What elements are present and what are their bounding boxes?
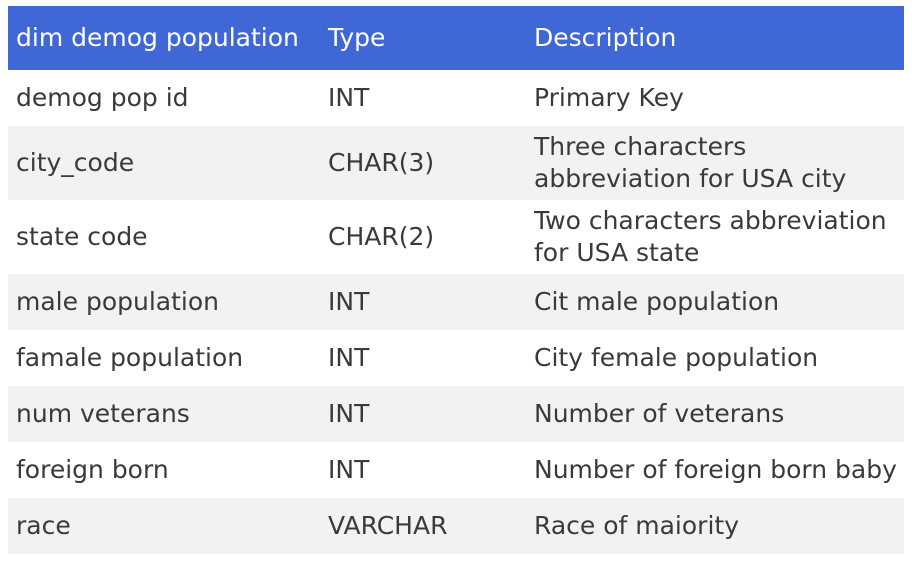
field-description-cell: City female population bbox=[534, 343, 819, 372]
field-type-cell: INT bbox=[328, 343, 370, 372]
field-name-cell: num veterans bbox=[16, 399, 190, 428]
field-type-cell: INT bbox=[328, 455, 370, 484]
field-type-cell: INT bbox=[328, 399, 370, 428]
table-row: race VARCHAR Race of maiority bbox=[8, 498, 904, 554]
table-row: foreign born INT Number of foreign born … bbox=[8, 442, 904, 498]
table-row: city_code CHAR(3) Three characters abbre… bbox=[8, 126, 904, 200]
field-description-cell: Two characters abbreviation for USA stat… bbox=[534, 206, 887, 267]
field-name-cell: famale population bbox=[16, 343, 244, 372]
table-row: num veterans INT Number of veterans bbox=[8, 386, 904, 442]
field-name-cell: race bbox=[16, 511, 71, 540]
table-row: demog pop id INT Primary Key bbox=[8, 70, 904, 126]
field-name-cell: foreign born bbox=[16, 455, 169, 484]
field-description-cell: Number of foreign born baby bbox=[534, 455, 897, 484]
field-name-cell: city_code bbox=[16, 148, 135, 177]
field-type-cell: CHAR(2) bbox=[328, 222, 435, 251]
field-type-cell: CHAR(3) bbox=[328, 148, 435, 177]
field-description-cell: Cit male population bbox=[534, 287, 780, 316]
column-header-type: Type bbox=[328, 23, 386, 52]
schema-table: dim demog population Type Description de… bbox=[8, 6, 904, 554]
field-description-cell: Number of veterans bbox=[534, 399, 785, 428]
field-description-cell: Three characters abbreviation for USA ci… bbox=[534, 132, 847, 193]
table-row: famale population INT City female popula… bbox=[8, 330, 904, 386]
field-name-cell: male population bbox=[16, 287, 219, 316]
field-type-cell: VARCHAR bbox=[328, 511, 448, 540]
field-name-cell: state code bbox=[16, 222, 148, 251]
field-description-cell: Primary Key bbox=[534, 83, 684, 112]
column-header-name: dim demog population bbox=[16, 23, 299, 52]
field-type-cell: INT bbox=[328, 83, 370, 112]
field-type-cell: INT bbox=[328, 287, 370, 316]
field-description-cell: Race of maiority bbox=[534, 511, 739, 540]
column-header-description: Description bbox=[534, 23, 677, 52]
table-row: male population INT Cit male population bbox=[8, 274, 904, 330]
table-header-row: dim demog population Type Description bbox=[8, 6, 904, 70]
field-name-cell: demog pop id bbox=[16, 83, 189, 112]
table-row: state code CHAR(2) Two characters abbrev… bbox=[8, 200, 904, 274]
